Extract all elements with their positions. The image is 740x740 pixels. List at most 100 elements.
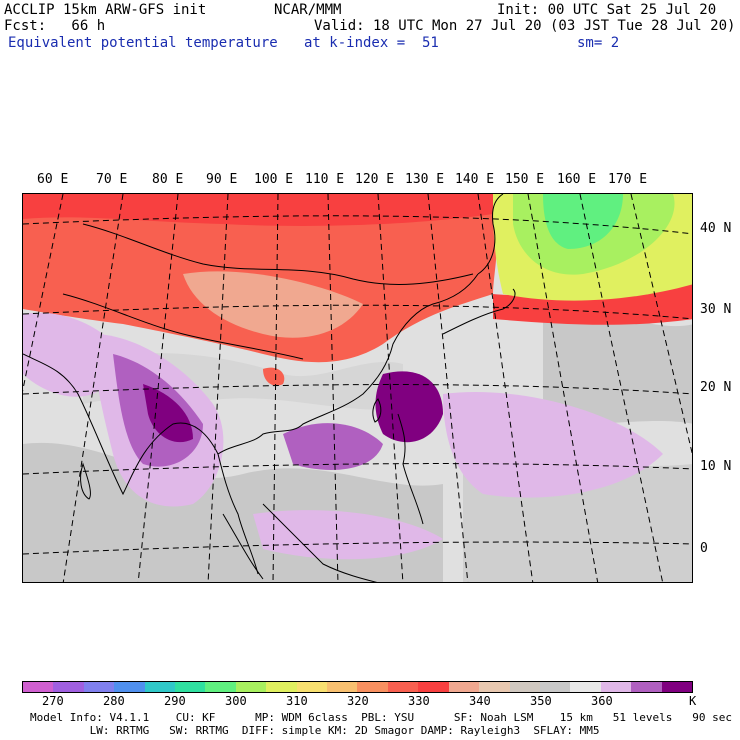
colorbar-cell [175,682,206,692]
colorbar-label-330: 330 [408,694,430,708]
meridian-140e [477,194,534,582]
lon-label-80e: 80 E [152,172,184,187]
colorbar-cell [418,682,449,692]
map-panel [22,193,693,583]
colorbar-cell [144,682,176,692]
coast-japan [442,288,516,335]
lon-label-90e: 90 E [206,172,238,187]
colorbar-cell [448,682,480,692]
title-line: ACCLIP 15km ARW-GFS init [4,2,207,18]
lat-label-0: 0 [700,541,708,556]
smoothing-value: sm= 2 [577,35,620,51]
coast-philippines [397,413,424,525]
model-info-line2: LW: RRTMG SW: RRTMG DIFF: simple KM: 2D … [30,724,600,737]
colorbar-label-350: 350 [530,694,552,708]
lon-label-110e: 110 E [305,172,345,187]
colorbar-cell [53,682,84,692]
theta-e-map [23,194,692,582]
lon-label-100e: 100 E [254,172,294,187]
purple-field-equator [253,510,443,560]
colorbar-label-340: 340 [469,694,491,708]
meridian-160e [579,194,664,582]
colorbar-cell [661,682,692,692]
parallel-30n [23,304,692,320]
graticule [23,194,692,582]
colorbar-cell [539,682,571,692]
coast-india-bengal [23,353,259,575]
parallel-20n [23,384,692,395]
country-border-north [82,223,474,285]
lon-label-170e: 170 E [608,172,648,187]
purple-field-scs [283,423,383,470]
colorbar-label-360: 360 [591,694,613,708]
meridian-120e [377,194,404,582]
lat-label-30n: 30 N [700,302,732,317]
meridian-170e [630,194,692,455]
parallel-0 [23,541,692,555]
country-border-himalaya [62,293,304,360]
colorbar-cell [387,682,419,692]
parallel-10n [23,463,692,475]
colorbar-cell [83,682,115,692]
valid-time: Valid: 18 UTC Mon 27 Jul 20 (03 JST Tue … [314,18,736,34]
colorbar [22,681,693,693]
coast-korea-russia [477,194,504,275]
meridian-70e [62,194,124,582]
colorbar-cell [357,682,388,692]
organization-label: NCAR/MMM [274,2,342,18]
colorbar-label-310: 310 [286,694,308,708]
lon-label-60e: 60 E [37,172,69,187]
colorbar-cell [266,682,297,692]
colorbar-label-270: 270 [42,694,64,708]
lon-label-150e: 150 E [505,172,545,187]
colorbar-cell [479,682,510,692]
lon-label-120e: 120 E [355,172,395,187]
lon-label-70e: 70 E [96,172,128,187]
purple-field-arabian [23,312,114,397]
colorbar-cell [600,682,632,692]
warm-spot-interior [263,367,285,386]
meridian-80e [137,194,179,582]
forecast-hour: Fcst: 66 h [4,18,106,34]
warm-core-north [23,194,493,226]
coast-sumatra [222,513,264,580]
meridian-110e [327,194,339,582]
colorbar-cell [23,682,54,692]
coast-taiwan [372,398,382,423]
meridian-150e [527,194,599,582]
meridian-100e [272,194,279,582]
purple-core-bengal [143,384,193,443]
colorbar-cell [114,682,145,692]
colorbar-cell [570,682,601,692]
meridian-130e [427,194,469,582]
parallel-40n [23,215,692,235]
lat-label-20n: 20 N [700,380,732,395]
cool-center-northeast [543,194,623,249]
coastlines [23,194,516,582]
colorbar-label-280: 280 [103,694,125,708]
field-name: Equivalent potential temperature [8,35,278,51]
colorbar-unit: K [689,694,697,708]
lat-label-40n: 40 N [700,221,732,236]
colorbar-cell [205,682,236,692]
colorbar-cell [235,682,267,692]
init-time: Init: 00 UTC Sat 25 Jul 20 [497,2,717,18]
lon-label-160e: 160 E [557,172,597,187]
model-info-line1: Model Info: V4.1.1 CU: KF MP: WDM 6class… [30,711,732,724]
level-index: at k-index = 51 [304,35,439,51]
warm-band-interior [183,271,363,338]
colorbar-label-300: 300 [225,694,247,708]
lat-label-10n: 10 N [700,459,732,474]
lon-label-130e: 130 E [405,172,445,187]
colorbar-cell [327,682,358,692]
purple-field-pacific [443,392,663,498]
coast-borneo [262,503,378,582]
lon-label-140e: 140 E [455,172,495,187]
colorbar-cell [631,682,662,692]
coast-china [217,273,479,455]
colorbar-cell [509,682,540,692]
colorbar-label-290: 290 [164,694,186,708]
coast-sri-lanka [80,462,91,500]
grey-field-pacific [543,311,692,424]
meridian-90e [207,194,229,582]
